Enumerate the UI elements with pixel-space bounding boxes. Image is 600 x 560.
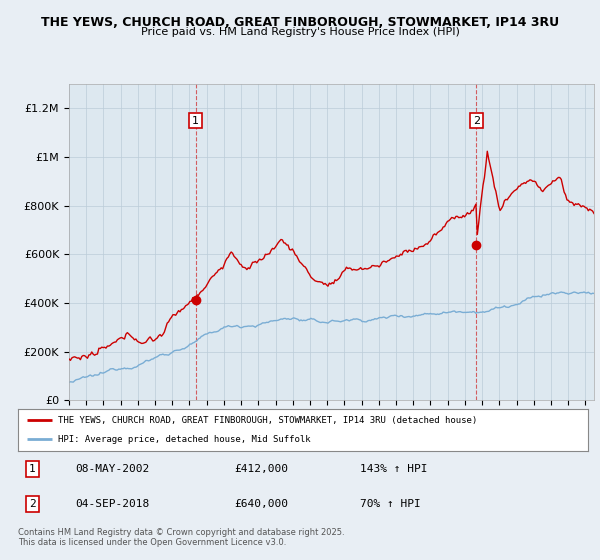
- Text: 1: 1: [29, 464, 35, 474]
- Text: Contains HM Land Registry data © Crown copyright and database right 2025.
This d: Contains HM Land Registry data © Crown c…: [18, 528, 344, 547]
- Text: 2: 2: [473, 115, 480, 125]
- Text: 143% ↑ HPI: 143% ↑ HPI: [360, 464, 427, 474]
- Text: 2: 2: [29, 499, 35, 509]
- Text: 70% ↑ HPI: 70% ↑ HPI: [360, 499, 421, 509]
- Text: 08-MAY-2002: 08-MAY-2002: [75, 464, 149, 474]
- Text: HPI: Average price, detached house, Mid Suffolk: HPI: Average price, detached house, Mid …: [58, 435, 311, 444]
- Text: THE YEWS, CHURCH ROAD, GREAT FINBOROUGH, STOWMARKET, IP14 3RU: THE YEWS, CHURCH ROAD, GREAT FINBOROUGH,…: [41, 16, 559, 29]
- Text: Price paid vs. HM Land Registry's House Price Index (HPI): Price paid vs. HM Land Registry's House …: [140, 27, 460, 37]
- Text: 1: 1: [192, 115, 199, 125]
- Text: THE YEWS, CHURCH ROAD, GREAT FINBOROUGH, STOWMARKET, IP14 3RU (detached house): THE YEWS, CHURCH ROAD, GREAT FINBOROUGH,…: [58, 416, 477, 424]
- Text: £412,000: £412,000: [235, 464, 289, 474]
- Text: £640,000: £640,000: [235, 499, 289, 509]
- Text: 04-SEP-2018: 04-SEP-2018: [75, 499, 149, 509]
